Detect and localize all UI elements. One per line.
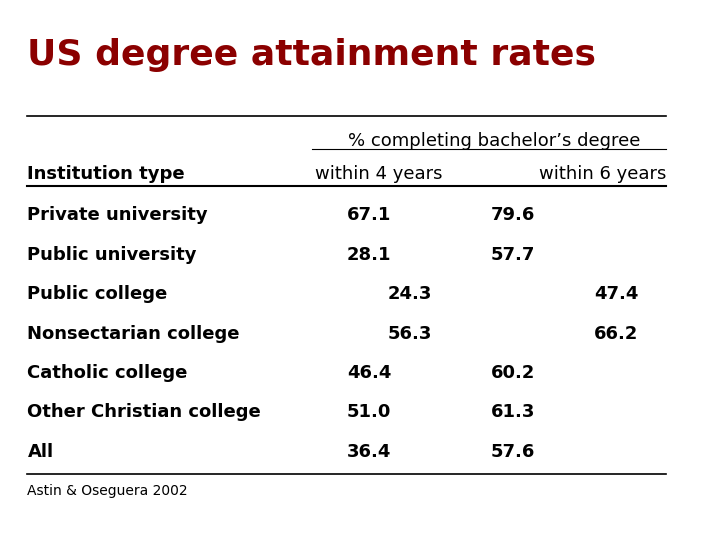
- Text: Private university: Private university: [27, 206, 208, 224]
- Text: Other Christian college: Other Christian college: [27, 403, 261, 421]
- Text: 57.7: 57.7: [491, 246, 536, 264]
- Text: 56.3: 56.3: [388, 325, 432, 342]
- Text: Public university: Public university: [27, 246, 197, 264]
- Text: within 4 years: within 4 years: [315, 165, 443, 183]
- Text: Institution type: Institution type: [27, 165, 185, 183]
- Text: US degree attainment rates: US degree attainment rates: [27, 38, 596, 72]
- Text: Nonsectarian college: Nonsectarian college: [27, 325, 240, 342]
- Text: Public college: Public college: [27, 285, 168, 303]
- Text: 61.3: 61.3: [491, 403, 536, 421]
- Text: 67.1: 67.1: [347, 206, 391, 224]
- Text: All: All: [27, 443, 53, 461]
- Text: within 6 years: within 6 years: [539, 165, 666, 183]
- Text: 28.1: 28.1: [347, 246, 391, 264]
- Text: 66.2: 66.2: [594, 325, 639, 342]
- Text: 79.6: 79.6: [491, 206, 536, 224]
- Text: 60.2: 60.2: [491, 364, 536, 382]
- Text: 46.4: 46.4: [347, 364, 391, 382]
- Text: 57.6: 57.6: [491, 443, 536, 461]
- Text: Astin & Oseguera 2002: Astin & Oseguera 2002: [27, 484, 188, 498]
- Text: 51.0: 51.0: [347, 403, 391, 421]
- Text: % completing bachelor’s degree: % completing bachelor’s degree: [348, 132, 641, 150]
- Text: Catholic college: Catholic college: [27, 364, 188, 382]
- Text: 36.4: 36.4: [347, 443, 391, 461]
- Text: 47.4: 47.4: [594, 285, 639, 303]
- Text: 24.3: 24.3: [388, 285, 432, 303]
